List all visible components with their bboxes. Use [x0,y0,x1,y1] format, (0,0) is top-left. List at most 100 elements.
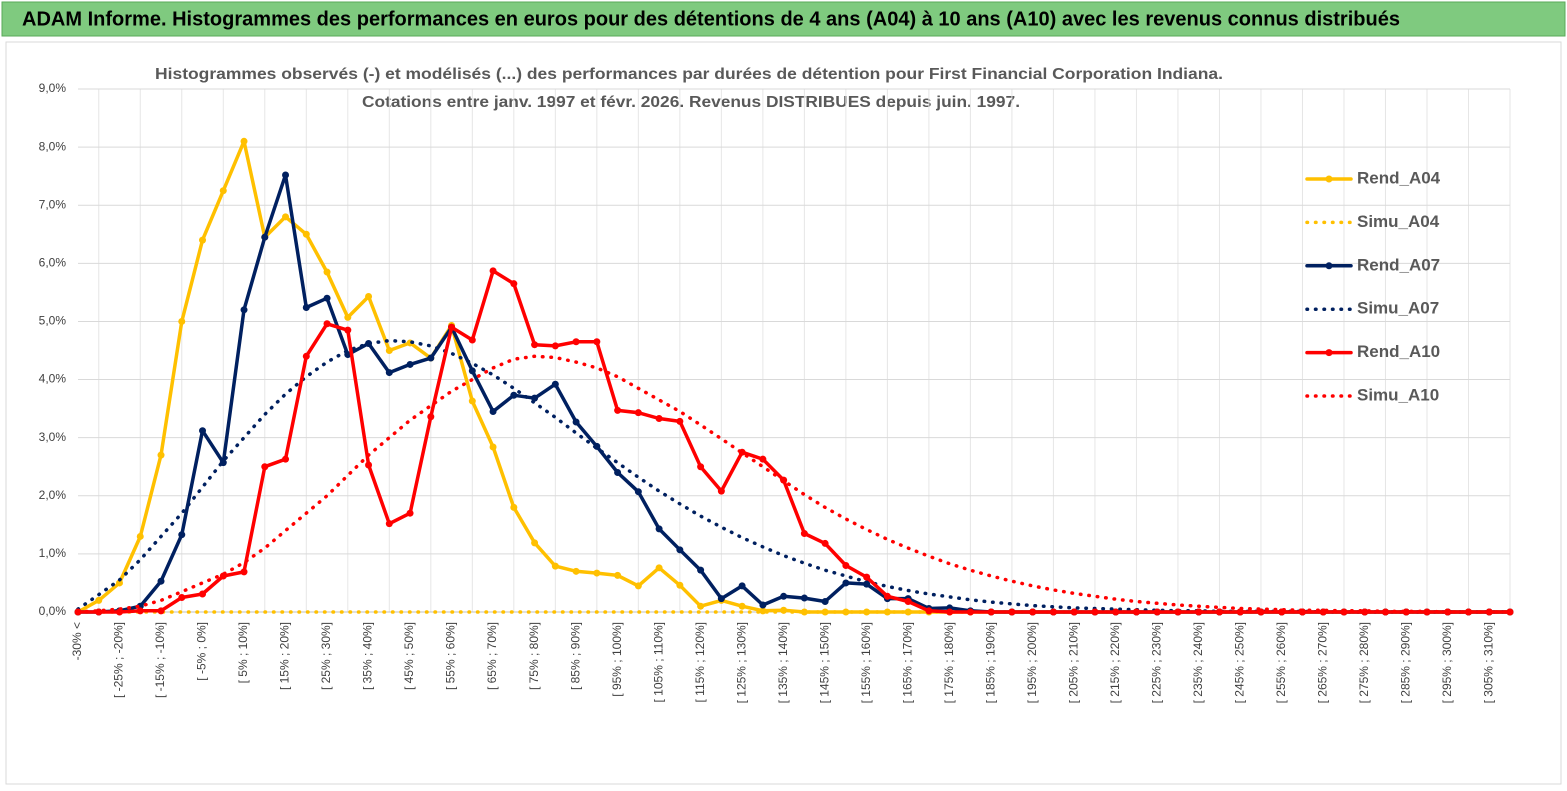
point-marker [240,568,248,576]
point-marker [302,352,310,360]
point-marker [406,360,414,368]
point-marker [468,367,476,375]
point-marker [1132,608,1140,616]
point-marker [385,369,393,377]
x-tick-label: [ 45% ; 50%] [402,622,416,690]
point-marker [1195,608,1203,616]
point-marker [178,317,186,325]
point-marker [593,338,601,346]
x-tick-label: [ 35% ; 40%] [361,622,375,690]
point-marker [572,567,580,575]
point-marker [261,463,269,471]
x-tick-label: [ 225% ; 230%] [1149,622,1163,703]
legend-marker [1325,262,1333,270]
point-marker [344,326,352,334]
point-marker [572,338,580,346]
point-marker [1049,608,1057,616]
point-marker [448,323,456,331]
point-marker [759,455,767,463]
legend-label: Simu_A07 [1357,299,1439,318]
point-marker [925,607,933,615]
point-marker [531,539,539,547]
point-marker [697,602,705,610]
point-marker [800,594,808,602]
point-marker [282,171,290,179]
point-marker [95,596,103,604]
x-tick-label: [ 155% ; 160%] [859,622,873,703]
x-tick-label: [ 105% ; 110%] [651,622,665,703]
point-marker [199,236,207,244]
point-marker [427,354,435,362]
point-marker [468,336,476,344]
point-marker [116,579,124,587]
point-marker [1464,608,1472,616]
point-marker [946,608,954,616]
point-marker [323,294,331,302]
point-marker [261,233,269,241]
x-tick-label: [ 175% ; 180%] [942,622,956,703]
x-tick-label: [ 305% ; 310%] [1481,622,1495,703]
x-tick-label: [ 55% ; 60%] [444,622,458,690]
point-marker [614,469,622,477]
point-marker [1008,608,1016,616]
x-tick-label: [ 165% ; 170%] [900,622,914,703]
point-marker [1153,608,1161,616]
x-tick-label: [ 185% ; 190%] [983,622,997,703]
point-marker [572,418,580,426]
point-marker [1112,608,1120,616]
x-tick-label: [ 125% ; 130%] [734,622,748,703]
point-marker [717,487,725,495]
point-marker [842,562,850,570]
legend-label: Rend_A07 [1357,255,1440,274]
point-marker [634,488,642,496]
point-marker [800,530,808,538]
point-marker [551,380,559,388]
point-marker [157,577,165,585]
point-marker [199,427,207,435]
legend-label: Rend_A10 [1357,342,1440,361]
y-tick-label: 6,0% [39,256,67,270]
point-marker [489,408,497,416]
x-tick-label: [ 15% ; 20%] [278,622,292,690]
x-tick-label: [ 95% ; 100%] [610,622,624,697]
point-marker [904,598,912,606]
point-marker [1361,608,1369,616]
point-marker [738,582,746,590]
point-marker [1070,608,1078,616]
point-marker [365,292,373,300]
point-marker [655,414,663,422]
point-marker [282,455,290,463]
point-marker [842,608,850,616]
point-marker [385,347,393,354]
point-marker [427,413,435,421]
point-marker [136,532,144,540]
point-marker [634,582,642,590]
point-marker [904,608,912,616]
point-marker [800,608,808,616]
legend-label: Simu_A04 [1357,212,1440,231]
x-tick-label: [ 255% ; 260%] [1274,622,1288,703]
point-marker [697,463,705,471]
x-tick-label: [ 115% ; 120%] [693,622,707,703]
point-marker [593,569,601,577]
point-marker [551,562,559,570]
x-tick-label: [ 215% ; 220%] [1108,622,1122,703]
point-marker [634,409,642,417]
point-marker [1029,608,1037,616]
point-marker [551,342,559,350]
header-bar [1,1,1566,37]
chart-border [5,41,1562,785]
point-marker [821,539,829,547]
x-tick-label: [ 145% ; 150%] [817,622,831,703]
point-marker [282,213,290,221]
x-tick-label: -30% < [70,622,84,660]
point-marker [883,592,891,600]
legend-label: Simu_A10 [1357,385,1439,404]
point-marker [614,406,622,414]
point-marker [157,451,165,459]
point-marker [655,525,663,533]
point-marker [468,397,476,405]
x-tick-label: [ 5% ; 10%] [236,622,250,683]
y-tick-label: 7,0% [39,197,67,211]
point-marker [489,443,497,451]
